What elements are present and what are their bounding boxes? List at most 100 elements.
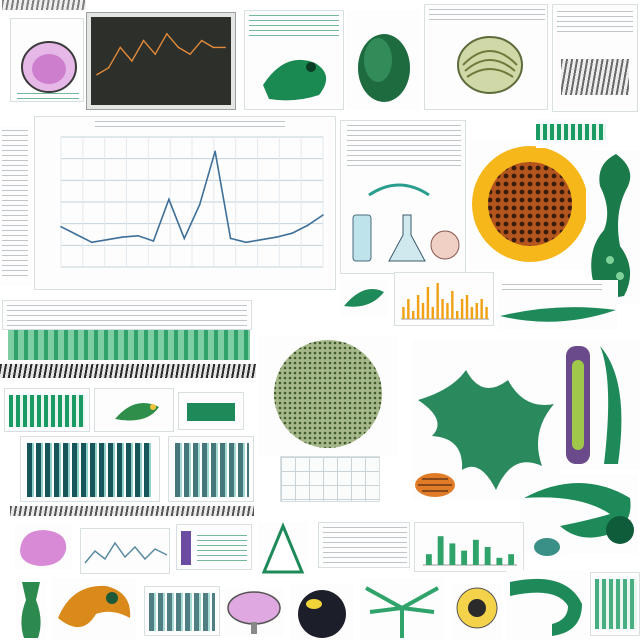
green-bar-chart [423,536,517,566]
bar [496,557,503,565]
bar [470,307,474,319]
small-line-chart [84,541,168,564]
pink-blob-icon [20,530,67,566]
bar [475,303,478,319]
bar [484,547,491,565]
bar [449,543,456,565]
teal-egg-panel [532,536,562,558]
green-vase-panel [16,580,46,640]
bar [416,295,420,319]
hatched-strip-panel [0,362,256,382]
text-panel-mid [318,522,410,568]
frog-illustration-icon [263,59,327,101]
bar [480,299,483,319]
small-line-panel [80,528,170,574]
seed-pod-icon [358,34,410,102]
bar [436,283,439,319]
purple-box-panel [176,524,252,570]
data-point [152,240,155,242]
data-point [131,60,133,62]
lab-diagram-panel [340,120,466,274]
green-cone-panel [258,522,308,578]
data-point [107,67,110,69]
melon-panel [424,4,548,110]
grid-panel [280,456,380,502]
cone-icon [261,522,305,574]
palm-icon [365,586,439,638]
data-point [200,39,203,42]
green-fin-panel [498,280,618,330]
bar [402,307,405,319]
data-point [198,203,201,206]
pollen-sphere-icon [274,340,382,448]
bar [465,295,469,319]
bar [412,311,415,319]
main-line-chart [60,136,324,268]
black-sphere-icon [298,590,346,638]
snake-icon [524,483,634,544]
bottom-right-table-panel [590,572,640,636]
main-line-chart-panel [34,116,336,290]
fin-icon [500,307,616,322]
sunflower-panel [470,140,590,270]
data-point [306,224,309,227]
bar [461,550,468,565]
green-hook-panel [506,570,588,640]
sunflower-disc-icon [472,146,588,262]
yellow-cup-icon [456,587,498,629]
data-point [106,238,109,241]
bar [446,303,449,319]
teal-grid-panel-bottom [144,586,220,636]
leaf-icon [344,289,384,307]
bird-sketch-panel [94,388,174,432]
yellow-cup-panel [452,584,502,640]
hatched-strip-panel-2 [10,504,254,518]
data-point [291,232,293,234]
green-palm-panel [360,578,444,640]
data-point [260,238,263,241]
flask-icon [352,183,460,262]
bar [441,299,444,319]
green-bar-chart-panel [414,522,524,572]
dark-line-chart-panel [86,12,236,110]
pink-blob-panel [14,524,72,570]
bar [460,299,464,319]
data-point [229,237,232,240]
orange-bar-chart [401,283,489,320]
green-sculpture-panel [586,150,640,304]
bar [508,554,515,565]
bowl-icon [227,591,281,634]
chart-background [91,17,231,105]
data-point [177,46,180,49]
data-point [168,198,170,201]
melon-icon [457,36,523,94]
data-point [60,225,62,228]
tube-icon [566,346,622,464]
data-point [119,46,122,49]
small-leaf-panel [340,280,388,316]
bar [407,299,410,319]
pollen-sphere-panel [258,336,398,456]
hook-icon [510,578,582,636]
data-point [322,214,324,216]
bar [456,311,459,319]
teal-table-panel [20,436,160,502]
teal-egg-icon [534,538,560,556]
black-sphere-panel [290,584,354,640]
bar [451,291,454,319]
data-point [245,241,247,244]
top-right-doc-panel [552,4,638,112]
table-strip-panel [2,300,252,330]
sea-creature-icon [591,154,631,298]
data-point [189,53,191,55]
green-diagram-panel [244,10,344,110]
series-line [96,32,225,76]
data-point [91,241,93,244]
green-banner-panel [8,330,250,360]
green-feather-panel [536,118,608,148]
data-point [75,233,78,236]
pink-cell-icon [21,41,77,93]
top-left-text-strip [2,0,86,12]
bar [431,307,434,319]
